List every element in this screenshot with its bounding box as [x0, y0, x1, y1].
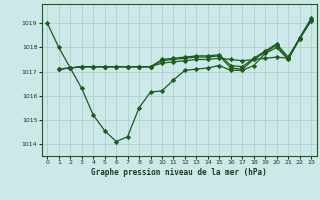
- X-axis label: Graphe pression niveau de la mer (hPa): Graphe pression niveau de la mer (hPa): [91, 168, 267, 177]
